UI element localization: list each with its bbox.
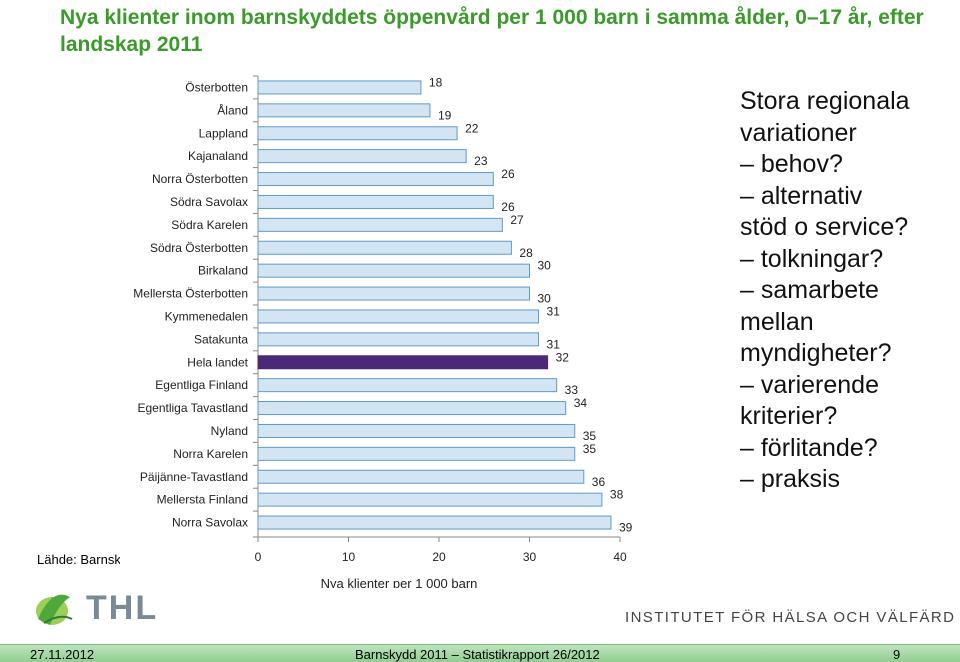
- bar: [257, 80, 422, 95]
- footer-date: 27.11.2012: [30, 647, 95, 662]
- value-label: 34: [574, 396, 588, 410]
- bar: [257, 492, 603, 507]
- category-label: Kajanaland: [188, 149, 248, 163]
- notes-line: kriterier?: [740, 402, 838, 430]
- category-label: Mellersta Finland: [157, 493, 248, 507]
- category-label: Mellersta Österbotten: [133, 287, 248, 301]
- logo-text: THL: [86, 589, 159, 627]
- notes-line: stöd o service?: [740, 213, 909, 241]
- footer-bar: 27.11.2012 Barnskydd 2011 – Statistikrap…: [0, 644, 960, 662]
- institute-name: INSTITUTET FÖR HÄLSA OCH VÄLFÄRD: [625, 609, 956, 626]
- value-label: 38: [610, 488, 624, 502]
- bar-chart-panel: Österbotten 18 Åland 19 Lappland 22 Kajanaland…: [120, 68, 660, 588]
- bar: [257, 446, 576, 461]
- bar: [257, 469, 585, 484]
- bar: [257, 217, 503, 232]
- bar: [257, 309, 540, 324]
- category-label: Kymmenedalen: [165, 309, 248, 323]
- notes-line: – praksis: [740, 465, 841, 493]
- value-label: 36: [592, 475, 606, 489]
- bar: [257, 515, 612, 530]
- x-tick-label: 40: [613, 550, 627, 564]
- value-label: 22: [465, 121, 479, 135]
- value-label: 32: [556, 350, 570, 364]
- footer-center: Barnskydd 2011 – Statistikrapport 26/201…: [355, 647, 600, 662]
- category-label: Södra Savolax: [170, 195, 248, 209]
- value-label: 39: [619, 521, 633, 535]
- bar-highlight: [257, 355, 549, 370]
- slide-title: Nya klienter inom barnskyddets öppenvård…: [60, 6, 924, 56]
- category-label: Lappland: [199, 126, 248, 140]
- value-label: 35: [583, 442, 597, 456]
- value-label: 28: [519, 246, 533, 260]
- value-label: 26: [501, 200, 515, 214]
- x-tick-label: 20: [432, 550, 446, 564]
- category-label: Nyland: [211, 424, 248, 438]
- notes-line: – behov?: [740, 150, 843, 178]
- category-label: Österbotten: [185, 80, 248, 94]
- category-label: Birkaland: [198, 264, 248, 278]
- value-label: 26: [501, 167, 515, 181]
- value-label: 31: [547, 304, 561, 318]
- notes-line: myndigheter?: [740, 339, 892, 367]
- value-label: 33: [565, 383, 579, 397]
- bar-chart: Österbotten 18 Åland 19 Lappland 22 Kajanaland…: [133, 75, 633, 588]
- bar: [257, 172, 494, 187]
- value-label: 30: [538, 292, 552, 306]
- notes-line: – alternativ: [740, 181, 863, 210]
- category-label: Norra Österbotten: [152, 172, 248, 186]
- category-label: Egentliga Tavastland: [137, 401, 248, 415]
- category-label: Åland: [217, 102, 248, 117]
- category-label: Päijänne-Tavastland: [140, 470, 248, 484]
- thl-logo: THL: [30, 585, 170, 638]
- value-label: 19: [438, 108, 452, 122]
- value-label: 31: [547, 337, 561, 351]
- bar: [257, 194, 494, 209]
- notes-text: Stora regionala variationer – behov? – alte…: [740, 86, 950, 496]
- bar: [257, 423, 576, 438]
- bar: [257, 401, 567, 416]
- value-label: 23: [474, 154, 488, 168]
- notes-line: – tolkningar?: [740, 244, 884, 273]
- category-label: Södra Karelen: [171, 218, 248, 232]
- x-tick-label: 10: [342, 550, 356, 564]
- notes-line: variationer: [740, 118, 857, 147]
- x-axis-label: Nya klienter per 1 000 barn: [321, 576, 478, 588]
- category-label: Norra Karelen: [173, 447, 248, 461]
- bar: [257, 332, 540, 347]
- x-tick-label: 0: [255, 550, 262, 564]
- category-label: Södra Österbotten: [150, 241, 248, 255]
- value-label: 30: [538, 259, 552, 273]
- value-label: 27: [510, 213, 524, 227]
- bar: [257, 286, 530, 301]
- notes-line: – varierende: [740, 370, 879, 399]
- bar: [257, 240, 512, 255]
- bar: [257, 103, 431, 118]
- notes-line: – samarbete: [740, 276, 879, 304]
- bar: [257, 126, 458, 141]
- category-label: Hela landet: [187, 355, 248, 369]
- bar: [257, 263, 530, 278]
- notes-line: – förlitande?: [740, 433, 878, 462]
- source-label: Lähde: Barnsk: [37, 552, 121, 567]
- value-label: 35: [583, 429, 597, 443]
- value-label: 18: [429, 75, 443, 89]
- bar: [257, 149, 467, 164]
- bar: [257, 378, 558, 393]
- category-label: Satakunta: [194, 332, 248, 346]
- x-tick-label: 30: [523, 550, 537, 564]
- notes-line: mellan: [740, 307, 814, 336]
- category-label: Egentliga Finland: [155, 378, 248, 392]
- notes-line: Stora regionala: [740, 87, 910, 115]
- category-label: Norra Savolax: [172, 516, 248, 530]
- footer-page: 9: [893, 647, 901, 662]
